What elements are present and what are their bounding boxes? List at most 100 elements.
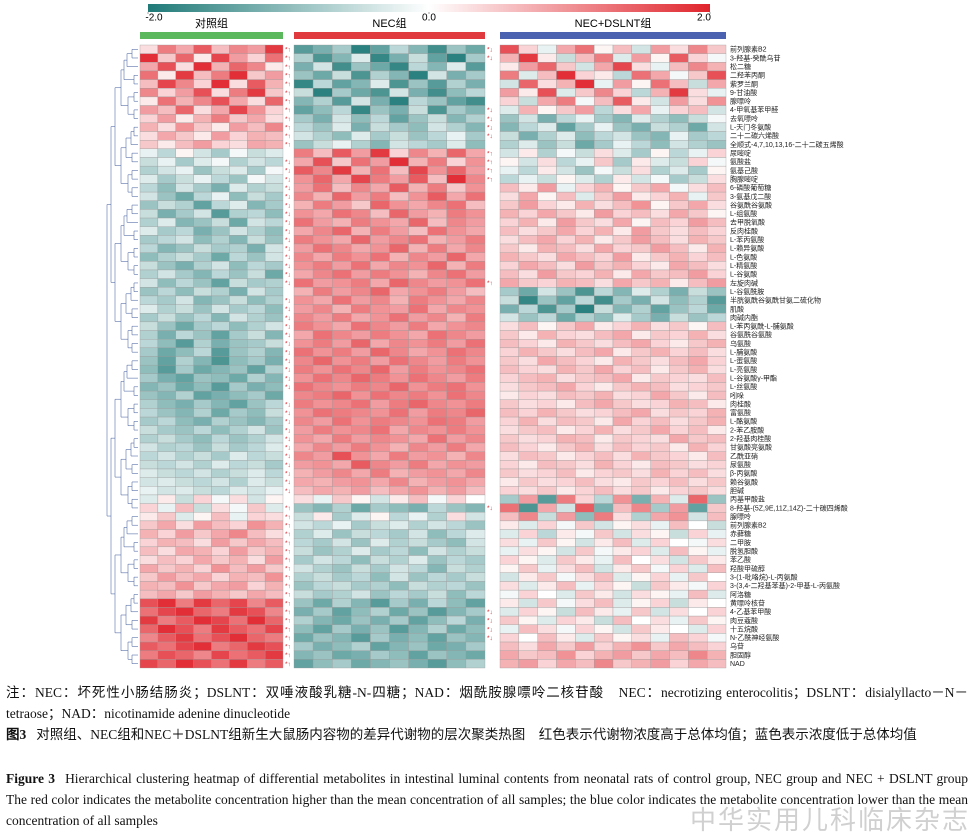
heatmap-cell (499, 148, 520, 158)
heatmap-cell (157, 122, 176, 132)
heatmap-cell (211, 330, 230, 340)
heatmap-cell (370, 217, 390, 227)
heatmap-cell (408, 261, 428, 271)
heatmap-cell (706, 235, 727, 245)
heatmap-cell (518, 295, 538, 305)
watermark: 中华实用儿科临床杂志 (690, 806, 971, 836)
heatmap-cell (293, 53, 314, 63)
heatmap-cell (427, 174, 447, 184)
heatmap-cell (465, 174, 486, 184)
heatmap-cell (211, 555, 230, 565)
heatmap-cell (332, 650, 352, 660)
heatmap-cell (669, 70, 689, 80)
caption-cn-label: 图3 (6, 727, 27, 742)
heatmap-cell (293, 364, 314, 374)
heatmap-cell (211, 226, 230, 236)
heatmap-cell (669, 304, 689, 314)
heatmap-cell (229, 581, 248, 591)
heatmap-cell (175, 200, 194, 210)
heatmap-cell (312, 641, 333, 651)
heatmap-cell (706, 88, 727, 98)
heatmap-cell (293, 468, 314, 478)
heatmap-cell (650, 287, 670, 297)
heatmap-cell (139, 235, 159, 245)
heatmap-cell (264, 451, 284, 461)
heatmap-cell (688, 615, 708, 625)
significance-mark: *↓ (285, 488, 291, 495)
heatmap-cell (175, 408, 194, 418)
heatmap-cell (370, 148, 390, 158)
row-label: L-谷氨酸γ-甲酯 (730, 373, 777, 382)
significance-mark: *↑ (487, 176, 493, 183)
heatmap-cell (446, 278, 467, 288)
heatmap-cell (139, 416, 159, 426)
heatmap-cell (211, 434, 230, 444)
heatmap-cell (499, 295, 520, 305)
heatmap-cell (139, 633, 159, 643)
heatmap-cell (139, 79, 159, 89)
heatmap-cell (139, 538, 159, 548)
heatmap-cell (612, 183, 633, 193)
heatmap-cell (446, 252, 467, 262)
row-label: 半胱氨酰谷氨酰甘氨二硫化物 (730, 296, 821, 305)
heatmap-cell (669, 252, 689, 262)
heatmap-cell (499, 243, 520, 253)
heatmap-cell (139, 615, 159, 625)
heatmap-cell (650, 442, 670, 452)
heatmap-cell (427, 460, 447, 470)
heatmap-cell (556, 589, 576, 599)
heatmap-cell (193, 373, 212, 383)
heatmap-cell (446, 122, 467, 132)
heatmap-cell (247, 148, 266, 158)
row-label: 腺嘌呤 (730, 97, 751, 106)
heatmap-cell (465, 200, 486, 210)
heatmap-cell (193, 347, 212, 357)
heatmap-cell (518, 269, 538, 279)
heatmap-cell (446, 200, 467, 210)
heatmap-cell (575, 295, 595, 305)
heatmap-cell (706, 243, 727, 253)
heatmap-cell (593, 641, 614, 651)
heatmap-cell (293, 598, 314, 608)
heatmap-cell (175, 321, 194, 331)
heatmap-cell (650, 572, 670, 582)
heatmap-cell (229, 347, 248, 357)
heatmap-cell (193, 252, 212, 262)
heatmap-cell (211, 157, 230, 167)
heatmap-cell (465, 546, 486, 556)
heatmap-cell (193, 512, 212, 522)
heatmap-cell (575, 390, 595, 400)
heatmap-cell (408, 217, 428, 227)
heatmap-cell (139, 382, 159, 392)
heatmap-cell (612, 503, 633, 513)
heatmap-cell (631, 468, 651, 478)
heatmap-cell (351, 399, 371, 409)
heatmap-cell (575, 416, 595, 426)
heatmap-cell (446, 261, 467, 271)
heatmap-cell (631, 633, 651, 643)
heatmap-cell (427, 399, 447, 409)
significance-mark: *↓ (285, 367, 291, 374)
heatmap-cell (264, 468, 284, 478)
heatmap-cell (247, 624, 266, 634)
heatmap-cell (175, 503, 194, 513)
heatmap-cell (264, 252, 284, 262)
heatmap-cell (370, 425, 390, 435)
heatmap-cell (669, 278, 689, 288)
heatmap-cell (408, 555, 428, 565)
heatmap-cell (537, 330, 557, 340)
heatmap-cell (389, 131, 409, 141)
heatmap-cell (351, 53, 371, 63)
heatmap-cell (157, 330, 176, 340)
heatmap-cell (229, 460, 248, 470)
heatmap-cell (389, 486, 409, 496)
heatmap-cell (193, 122, 212, 132)
heatmap-cell (211, 269, 230, 279)
heatmap-cell (612, 382, 633, 392)
heatmap-cell (612, 304, 633, 314)
heatmap-cell (175, 62, 194, 72)
heatmap-cell (706, 62, 727, 72)
heatmap-cell (408, 451, 428, 461)
heatmap-cell (229, 382, 248, 392)
heatmap-cell (351, 339, 371, 349)
